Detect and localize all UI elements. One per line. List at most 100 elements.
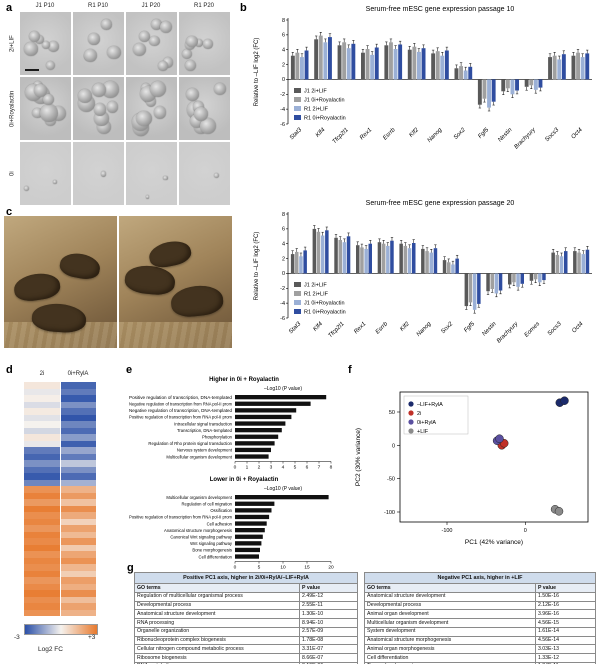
- go-term-cell: Developmental process: [133, 600, 301, 611]
- colony: [42, 40, 51, 49]
- heatmap-cell: [60, 408, 96, 415]
- heatmap-cell: [24, 492, 60, 499]
- go-term-cell: Organelle organization: [133, 626, 301, 637]
- y-axis-label: Relative to –LIF log2 (FC): [254, 38, 260, 107]
- colony: [132, 42, 147, 57]
- bar: [398, 44, 403, 80]
- legend-dot: [408, 419, 414, 425]
- colony: [184, 60, 196, 72]
- heatmap-cell: [60, 395, 96, 402]
- heatmap-cell: [24, 466, 60, 473]
- colony: [78, 89, 93, 104]
- bar: [393, 49, 398, 80]
- heatmap-cell: [24, 395, 60, 402]
- heatmap-cell: [60, 473, 96, 480]
- panel-a-label: a: [6, 2, 13, 14]
- chart-title: Higher in 0i + Royalactin: [209, 377, 279, 383]
- p-value-cell: 1.33E-12: [534, 653, 597, 663]
- bar: [323, 42, 328, 80]
- gene-label: Esrrb: [382, 127, 397, 142]
- micrograph-R1-P20-0i: [179, 142, 230, 205]
- colony: [160, 21, 173, 34]
- heatmap-cell: [60, 440, 96, 447]
- micro-col-header: R1 P10: [87, 3, 109, 9]
- heatmap-cell: [60, 525, 96, 532]
- table-column-header: GO terms: [133, 583, 301, 593]
- table-row: Multicellular organism development 4.56E-…: [364, 618, 597, 628]
- colony: [106, 100, 119, 113]
- colony: [24, 42, 38, 56]
- go-term-cell: Developmental process: [364, 600, 536, 611]
- x-tick-label: 0: [524, 528, 527, 534]
- table-row: Ribosome biogenesis 8.66E-07: [133, 653, 358, 663]
- y-tick-label: -2: [280, 92, 285, 98]
- y-tick-label: 4: [282, 242, 285, 248]
- y-tick-label: 2: [282, 256, 285, 262]
- go-chart-lower: Lower in 0i + Royalactin –Log10 (P value)…: [129, 477, 334, 571]
- micrograph-J1-P20-0i: [126, 142, 177, 205]
- table-row: Anatomical structure development 1.30E-10: [133, 609, 358, 620]
- x-tick-label: 0: [234, 565, 237, 571]
- colony: [32, 107, 43, 118]
- heatmap-cell: [24, 557, 60, 564]
- table-title: Negative PC1 axis, higher in +LIF: [364, 571, 596, 585]
- bar: [368, 243, 372, 274]
- go-bar: [235, 421, 286, 426]
- heatmap-cell: [24, 486, 60, 493]
- colony: [136, 110, 152, 127]
- scale-bar: [25, 69, 39, 71]
- heatmap-cell: [24, 440, 60, 447]
- gene-label: Nestin: [497, 127, 514, 144]
- colony: [203, 39, 213, 49]
- go-term-cell: Anatomical structure development: [364, 591, 536, 602]
- bar: [451, 264, 455, 274]
- go-term-label: Canonical Wnt signaling pathway: [170, 535, 233, 540]
- go-term-cell: RNA processing: [133, 618, 301, 628]
- go-bar: [235, 454, 269, 459]
- go-bar: [235, 401, 311, 406]
- colony: [84, 49, 98, 63]
- heatmap-cell: [60, 564, 96, 571]
- heatmap-cell: [60, 388, 96, 395]
- bar: [365, 49, 370, 80]
- go-bar: [235, 395, 327, 400]
- bar: [555, 254, 560, 274]
- go-bar: [235, 408, 297, 413]
- bar: [494, 273, 499, 294]
- heatmap-cell: [60, 531, 96, 538]
- bar: [361, 52, 365, 80]
- data-point: [554, 507, 564, 516]
- heatmap-cell: [24, 479, 60, 486]
- heatmap-cell: [60, 544, 96, 551]
- bar: [548, 57, 552, 80]
- bar: [342, 42, 347, 80]
- heatmap-cell: [60, 557, 96, 564]
- colony: [199, 117, 217, 135]
- bar: [337, 45, 342, 80]
- y-tick-label: 6: [282, 227, 285, 233]
- colony: [149, 35, 161, 47]
- legend-label: J1 0i+Royalactin: [304, 97, 345, 103]
- bar: [421, 48, 426, 80]
- p-value-cell: 1.78E-08: [299, 635, 358, 646]
- gene-label: Nanog: [416, 321, 433, 338]
- go-term-label: Wnt signaling pathway: [190, 541, 233, 546]
- micrograph-J1-P20-0iRoyalactin: [126, 77, 177, 140]
- y-tick-label: -100: [384, 510, 395, 516]
- colony: [153, 106, 166, 119]
- go-term-label: Anatomical structure morphogenesis: [164, 528, 232, 533]
- colony: [24, 185, 29, 191]
- go-term-cell: Anatomical structure morphogenesis: [364, 635, 536, 646]
- p-value-cell: 1.50E-16: [534, 591, 597, 602]
- y-tick-label: 0: [282, 271, 285, 277]
- panel-e-label: e: [126, 364, 133, 376]
- colony: [33, 84, 47, 98]
- legend-label: 2i: [417, 411, 421, 417]
- table-row: Anatomical structure morphogenesis 4.56E-…: [364, 635, 597, 646]
- x-tick-label: 7: [318, 465, 321, 471]
- colony: [163, 176, 168, 181]
- micro-col-header: J1 P10: [35, 3, 55, 9]
- data-point: [495, 434, 504, 443]
- bar: [435, 51, 440, 80]
- colony: [40, 104, 58, 123]
